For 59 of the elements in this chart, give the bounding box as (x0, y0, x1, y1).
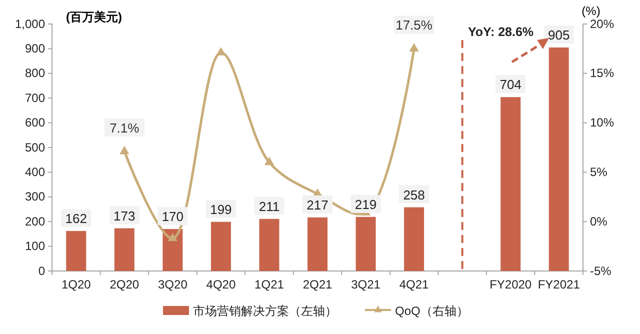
x-tick-label: 4Q21 (399, 278, 430, 292)
legend-label: 市场营销解决方案（左轴） (193, 304, 337, 318)
x-tick-label: 1Q21 (254, 278, 284, 292)
data-label: 217 (306, 197, 328, 212)
y-tick-label: 500 (24, 140, 46, 154)
y-tick-label: 400 (24, 165, 46, 180)
point (216, 47, 226, 56)
bar (404, 207, 424, 271)
data-label: 905 (548, 27, 570, 42)
annotation: YoY: 28.6% (468, 25, 534, 39)
y2-tick-label: 20% (590, 16, 614, 31)
point (409, 43, 419, 52)
y-tick-label: 800 (24, 66, 46, 80)
y-tick-label: 700 (24, 90, 46, 105)
x-tick-label: FY2021 (538, 278, 580, 292)
data-label: 219 (354, 196, 377, 212)
y-tick-label: 300 (24, 190, 46, 204)
y-tick-label: 1,000 (14, 16, 46, 31)
x-tick-label: 2Q21 (302, 278, 332, 292)
x-tick-label: FY2020 (490, 278, 532, 292)
bar (356, 216, 376, 271)
y-axis-title: (百万美元) (66, 10, 122, 24)
legend-label: QoQ（右轴） (395, 304, 468, 318)
x-tick-label: 4Q20 (206, 278, 236, 292)
bar (548, 47, 569, 271)
bar (259, 218, 280, 271)
bar (500, 97, 521, 271)
y-tick-label: 0 (38, 264, 46, 278)
data-label: 258 (403, 187, 425, 202)
data-label: 704 (500, 77, 522, 92)
x-tick-label: 2Q20 (110, 278, 140, 292)
x-tick-label: 3Q21 (351, 278, 381, 292)
data-label: 170 (162, 209, 184, 224)
y2-tick-label: 10% (590, 116, 614, 130)
x-tick-label: 1Q20 (61, 278, 92, 292)
y2-tick-label: 15% (590, 66, 614, 80)
point (168, 232, 178, 242)
y-tick-label: 600 (24, 116, 46, 130)
bar (66, 230, 86, 271)
data-label: 199 (210, 202, 232, 217)
y2-tick-label: 5% (590, 165, 608, 180)
y2-tick-label: -5% (590, 264, 612, 278)
data-label: 17.5% (396, 18, 433, 33)
point (120, 146, 130, 154)
data-label: 162 (65, 210, 87, 226)
y2-axis-title: (%) (582, 4, 600, 18)
data-label: 173 (114, 208, 136, 224)
x-tick-label: 3Q20 (158, 278, 188, 292)
data-label: 211 (258, 198, 280, 214)
bar (162, 229, 183, 271)
y-tick-label: 900 (24, 42, 46, 56)
y2-tick-label: 0% (590, 214, 608, 228)
point (264, 156, 274, 166)
data-label: 7.1% (110, 120, 140, 136)
bar (308, 217, 328, 271)
y-tick-label: 200 (24, 214, 46, 228)
y-tick-label: 100 (24, 239, 46, 254)
bar (210, 222, 231, 271)
bar (114, 228, 134, 271)
